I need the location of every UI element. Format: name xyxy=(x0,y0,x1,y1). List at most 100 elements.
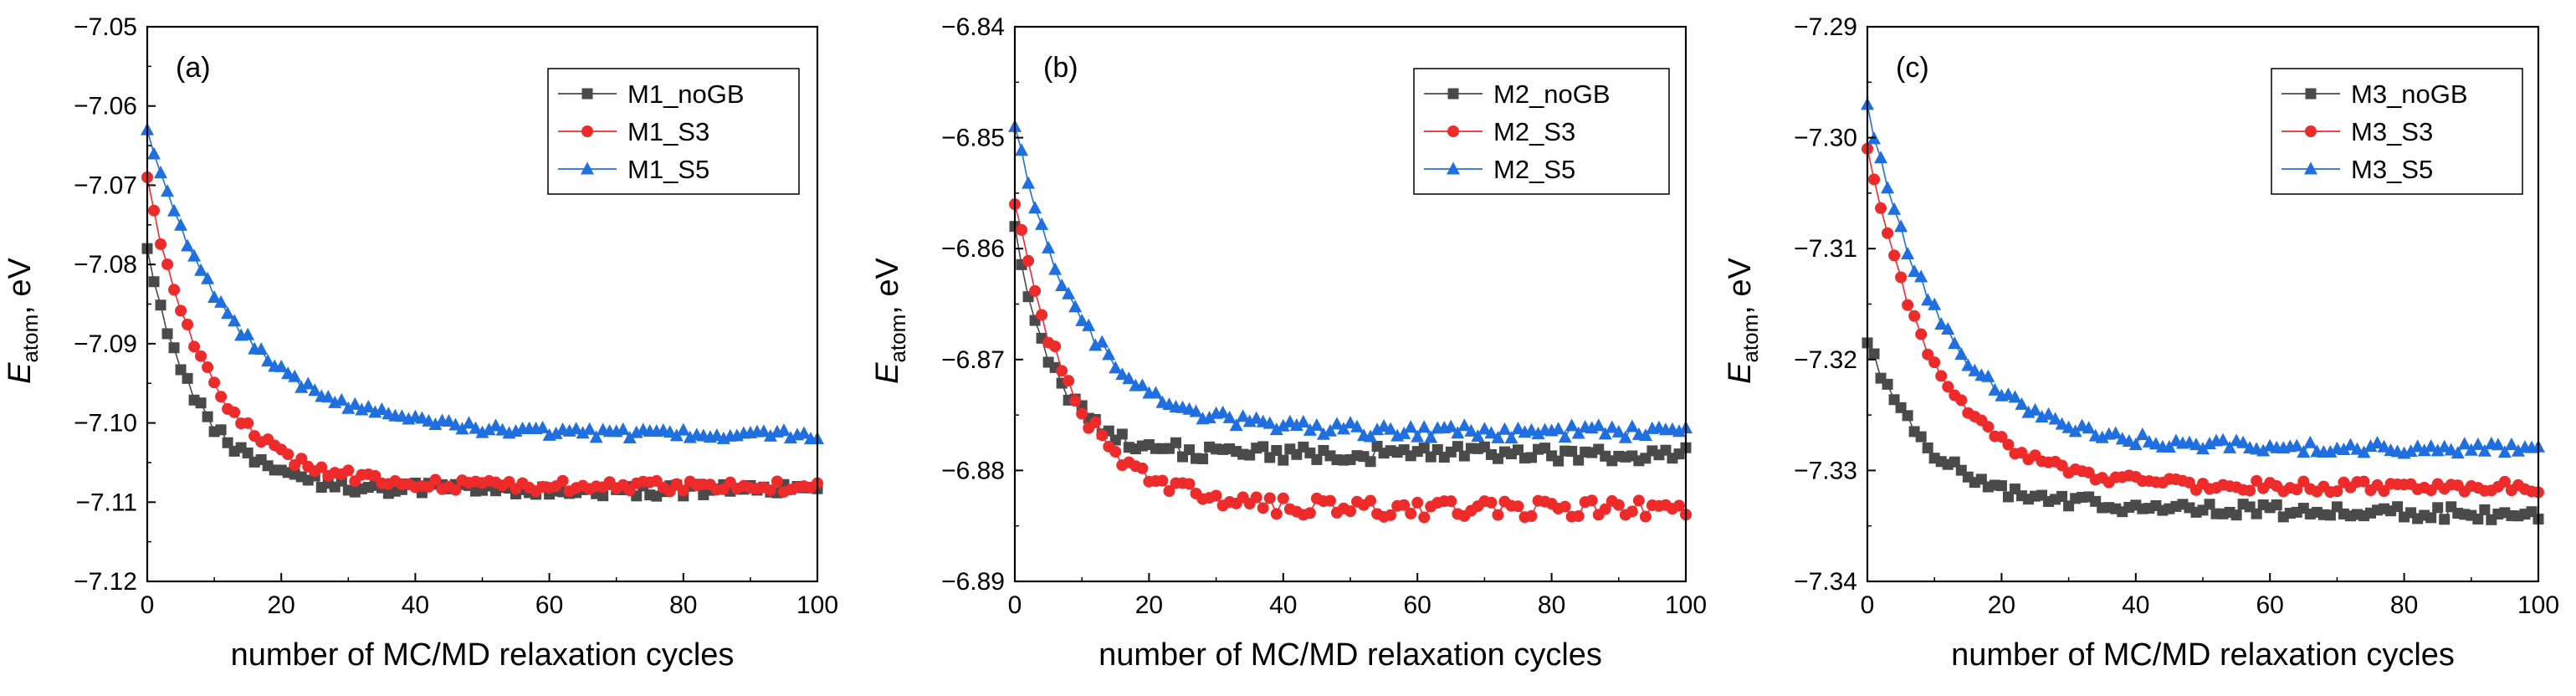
data-point-M2_S3-10 xyxy=(1076,407,1088,420)
data-point-M2_S3-71 xyxy=(1485,496,1498,509)
data-point-M2_S5-56 xyxy=(1384,422,1398,435)
data-point-M3_S3-20 xyxy=(1995,431,2008,443)
data-point-M1_S5-80 xyxy=(676,422,690,436)
data-point-M3_S5-6 xyxy=(1901,246,1915,259)
data-point-M2_S5-21 xyxy=(1149,386,1163,399)
data-point-M1_S3-2 xyxy=(155,238,167,250)
y-tick-label: −7.12 xyxy=(74,568,137,596)
data-point-M2_S5-7 xyxy=(1055,279,1069,292)
data-point-M3_S5-2 xyxy=(1874,151,1888,164)
data-point-M3_S3-8 xyxy=(1915,328,1928,340)
data-point-M3_S5-54 xyxy=(2223,440,2237,453)
data-point-M2_noGB-40 xyxy=(1278,454,1289,466)
data-point-M2_noGB-83 xyxy=(1566,446,1578,458)
data-point-M2_S5-47 xyxy=(1323,423,1337,437)
data-point-M3_S5-7 xyxy=(1908,264,1922,277)
data-point-M3_noGB-61 xyxy=(2271,499,2282,511)
data-point-M1_S5-5 xyxy=(174,218,188,231)
data-point-M3_S5-86 xyxy=(2437,439,2451,453)
data-point-M2_S5-35 xyxy=(1242,414,1257,427)
data-point-M2_S3-9 xyxy=(1069,395,1082,407)
data-point-M2_S5-11 xyxy=(1082,318,1096,331)
y-tick-label: −7.07 xyxy=(74,171,137,199)
data-point-M3_noGB-1 xyxy=(1868,348,1880,360)
data-point-M1_S3-7 xyxy=(188,340,201,353)
data-point-M3_noGB-3 xyxy=(1882,378,1893,390)
data-point-M1_noGB-3 xyxy=(161,328,173,340)
data-point-M1_S5-93 xyxy=(763,428,777,442)
y-tick-label: −7.31 xyxy=(1794,235,1857,263)
y-tick-label: −7.06 xyxy=(74,93,137,120)
data-point-M2_S3-22 xyxy=(1156,474,1169,487)
legend-marker-M3_S5 xyxy=(2304,161,2317,175)
data-point-M2_S5-48 xyxy=(1329,417,1344,430)
data-point-M3_S5-97 xyxy=(2511,443,2525,457)
data-point-M2_S3-38 xyxy=(1263,492,1276,504)
data-point-M2_S3-30 xyxy=(1210,489,1222,502)
x-axis-title: number of MC/MD relaxation cycles xyxy=(1951,637,2455,673)
data-point-M3_noGB-92 xyxy=(2479,504,2491,515)
data-point-M2_S3-60 xyxy=(1411,496,1424,509)
data-point-M2_S5-75 xyxy=(1511,421,1525,434)
legend-marker-M3_S3 xyxy=(2305,125,2317,137)
data-point-M2_S5-12 xyxy=(1088,338,1103,351)
data-point-M1_S5-23 xyxy=(294,380,309,393)
data-point-M1_S5-31 xyxy=(348,397,362,410)
data-point-M1_S3-43 xyxy=(429,473,442,486)
legend-label-M3_S5: M3_S5 xyxy=(2351,155,2433,184)
data-point-M3_S3-10 xyxy=(1928,356,1941,369)
series-line-M2_S3 xyxy=(1014,203,1687,519)
data-point-M1_S3-9 xyxy=(202,361,214,374)
data-point-M1_S5-1 xyxy=(147,146,161,160)
data-point-M2_S5-45 xyxy=(1309,417,1324,431)
data-point-M3_S3-5 xyxy=(1895,271,1908,284)
series-M3_S3 xyxy=(1862,142,2544,499)
data-point-M2_S3-13 xyxy=(1096,429,1109,442)
data-point-M2_S3-1 xyxy=(1016,223,1028,236)
data-point-M3_noGB-51 xyxy=(2204,499,2215,510)
y-axis-title: Eatom, eV xyxy=(3,257,43,383)
data-point-M3_S3-74 xyxy=(2358,475,2370,488)
x-tick-label: 40 xyxy=(2122,591,2149,619)
data-point-M2_noGB-77 xyxy=(1526,452,1538,463)
x-tick-label: 40 xyxy=(402,591,429,619)
data-point-M3_noGB-91 xyxy=(2472,513,2484,525)
data-point-M2_S5-53 xyxy=(1364,429,1378,443)
series-M2_S3 xyxy=(1009,198,1692,524)
data-point-M2_S5-92 xyxy=(1625,419,1639,432)
data-point-M3_S5-64 xyxy=(2290,438,2304,452)
data-point-M3_S5-66 xyxy=(2303,435,2317,448)
data-point-M2_S3-47 xyxy=(1324,494,1336,507)
data-point-M2_S5-34 xyxy=(1236,409,1250,422)
data-point-M3_S5-16 xyxy=(1968,363,1982,376)
data-point-M3_S5-3 xyxy=(1881,181,1895,194)
data-point-M3_noGB-20 xyxy=(1995,480,2007,492)
data-point-M3_S5-50 xyxy=(2196,442,2210,455)
data-point-M1_S5-9 xyxy=(201,271,215,284)
x-tick-label: 0 xyxy=(1861,591,1875,619)
data-point-M3_S5-77 xyxy=(2377,439,2391,453)
data-point-M2_S3-88 xyxy=(1599,503,1611,515)
data-point-M2_S5-94 xyxy=(1638,428,1652,442)
data-point-M2_S5-9 xyxy=(1068,299,1083,313)
data-point-M2_S5-40 xyxy=(1276,418,1290,432)
data-point-M2_S5-1 xyxy=(1015,143,1029,156)
data-point-M2_S5-84 xyxy=(1571,426,1585,439)
data-point-M2_S5-16 xyxy=(1115,367,1129,381)
data-point-M3_S3-14 xyxy=(1955,394,1968,407)
y-axis-title: Eatom, eV xyxy=(870,257,910,383)
data-point-M2_noGB-37 xyxy=(1257,441,1269,453)
data-point-M3_S5-15 xyxy=(1961,358,1975,371)
data-point-M2_S5-78 xyxy=(1531,426,1545,439)
data-point-M2_noGB-84 xyxy=(1573,454,1585,466)
data-point-M2_S5-38 xyxy=(1262,416,1277,429)
data-point-M3_noGB-8 xyxy=(1915,431,1927,443)
data-point-M1_S5-98 xyxy=(796,426,811,439)
data-point-M2_S5-83 xyxy=(1565,418,1579,432)
data-point-M2_S5-81 xyxy=(1551,422,1565,435)
data-point-M2_S5-49 xyxy=(1336,422,1350,435)
data-point-M1_S5-4 xyxy=(167,203,182,217)
legend-label-M3_S3: M3_S3 xyxy=(2351,117,2433,146)
data-point-M3_noGB-9 xyxy=(1922,442,1933,453)
